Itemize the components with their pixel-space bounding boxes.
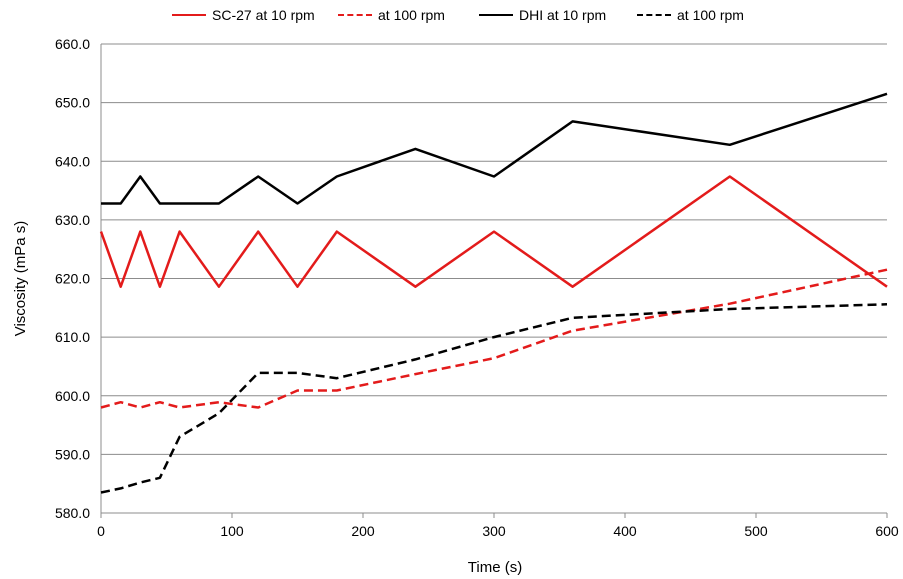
legend-swatch [172,14,206,16]
x-tick-label: 200 [351,523,375,539]
y-tick-label: 630.0 [55,212,90,228]
x-axis-title: Time (s) [468,559,522,576]
legend-swatch [637,14,671,16]
y-tick-label: 650.0 [55,95,90,111]
legend-item: at 100 rpm [338,4,445,26]
y-tick-label: 660.0 [55,36,90,52]
series-line-1 [99,175,888,288]
x-tick-label: 400 [613,523,637,539]
x-tick-label: 100 [220,523,244,539]
y-tick-label: 590.0 [55,446,90,462]
x-tick-label: 0 [97,523,105,539]
series-line-3 [101,92,888,205]
legend-item: DHI at 10 rpm [479,4,606,26]
legend-label: at 100 rpm [677,7,744,23]
legend-item: at 100 rpm [637,4,744,26]
chart-legend: SC-27 at 10 rpm at 100 rpm DHI at 10 rpm… [0,4,903,26]
legend-swatch [338,14,372,16]
series-line-2 [100,268,888,409]
x-tick-label: 600 [875,523,899,539]
y-tick-label: 600.0 [55,388,90,404]
y-tick-label: 620.0 [55,271,90,287]
y-tick-label: 640.0 [55,153,90,169]
x-tick-label: 500 [744,523,768,539]
legend-item: SC-27 at 10 rpm [172,4,315,26]
y-axis-title: Viscosity (mPa s) [12,221,29,337]
y-tick-label: 610.0 [55,329,90,345]
series-line-4 [100,303,888,494]
legend-label: at 100 rpm [378,7,445,23]
y-tick-label: 580.0 [55,505,90,521]
x-tick-label: 300 [482,523,506,539]
legend-swatch [479,14,513,16]
legend-label: DHI at 10 rpm [519,7,607,23]
legend-label: SC-27 at 10 rpm [212,7,315,23]
